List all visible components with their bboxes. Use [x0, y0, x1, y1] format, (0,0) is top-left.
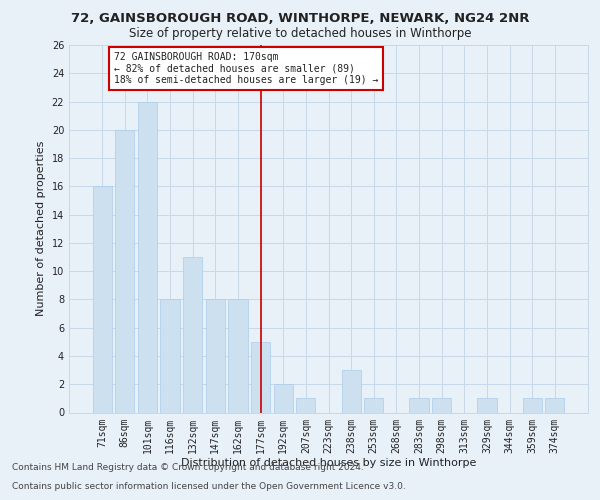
Bar [229, 300, 248, 412]
Bar [545, 398, 565, 412]
Bar [341, 370, 361, 412]
Bar [92, 186, 112, 412]
Bar [523, 398, 542, 412]
X-axis label: Distribution of detached houses by size in Winthorpe: Distribution of detached houses by size … [181, 458, 476, 468]
Bar [432, 398, 451, 412]
Bar [274, 384, 293, 412]
Bar [138, 102, 157, 412]
Bar [296, 398, 316, 412]
Text: 72 GAINSBOROUGH ROAD: 170sqm
← 82% of detached houses are smaller (89)
18% of se: 72 GAINSBOROUGH ROAD: 170sqm ← 82% of de… [113, 52, 378, 86]
Text: Contains public sector information licensed under the Open Government Licence v3: Contains public sector information licen… [12, 482, 406, 491]
Bar [251, 342, 270, 412]
Bar [160, 300, 180, 412]
Bar [364, 398, 383, 412]
Y-axis label: Number of detached properties: Number of detached properties [36, 141, 46, 316]
Bar [409, 398, 428, 412]
Bar [115, 130, 134, 412]
Text: Size of property relative to detached houses in Winthorpe: Size of property relative to detached ho… [129, 28, 471, 40]
Bar [183, 257, 202, 412]
Bar [477, 398, 497, 412]
Text: Contains HM Land Registry data © Crown copyright and database right 2024.: Contains HM Land Registry data © Crown c… [12, 464, 364, 472]
Bar [206, 300, 225, 412]
Text: 72, GAINSBOROUGH ROAD, WINTHORPE, NEWARK, NG24 2NR: 72, GAINSBOROUGH ROAD, WINTHORPE, NEWARK… [71, 12, 529, 26]
